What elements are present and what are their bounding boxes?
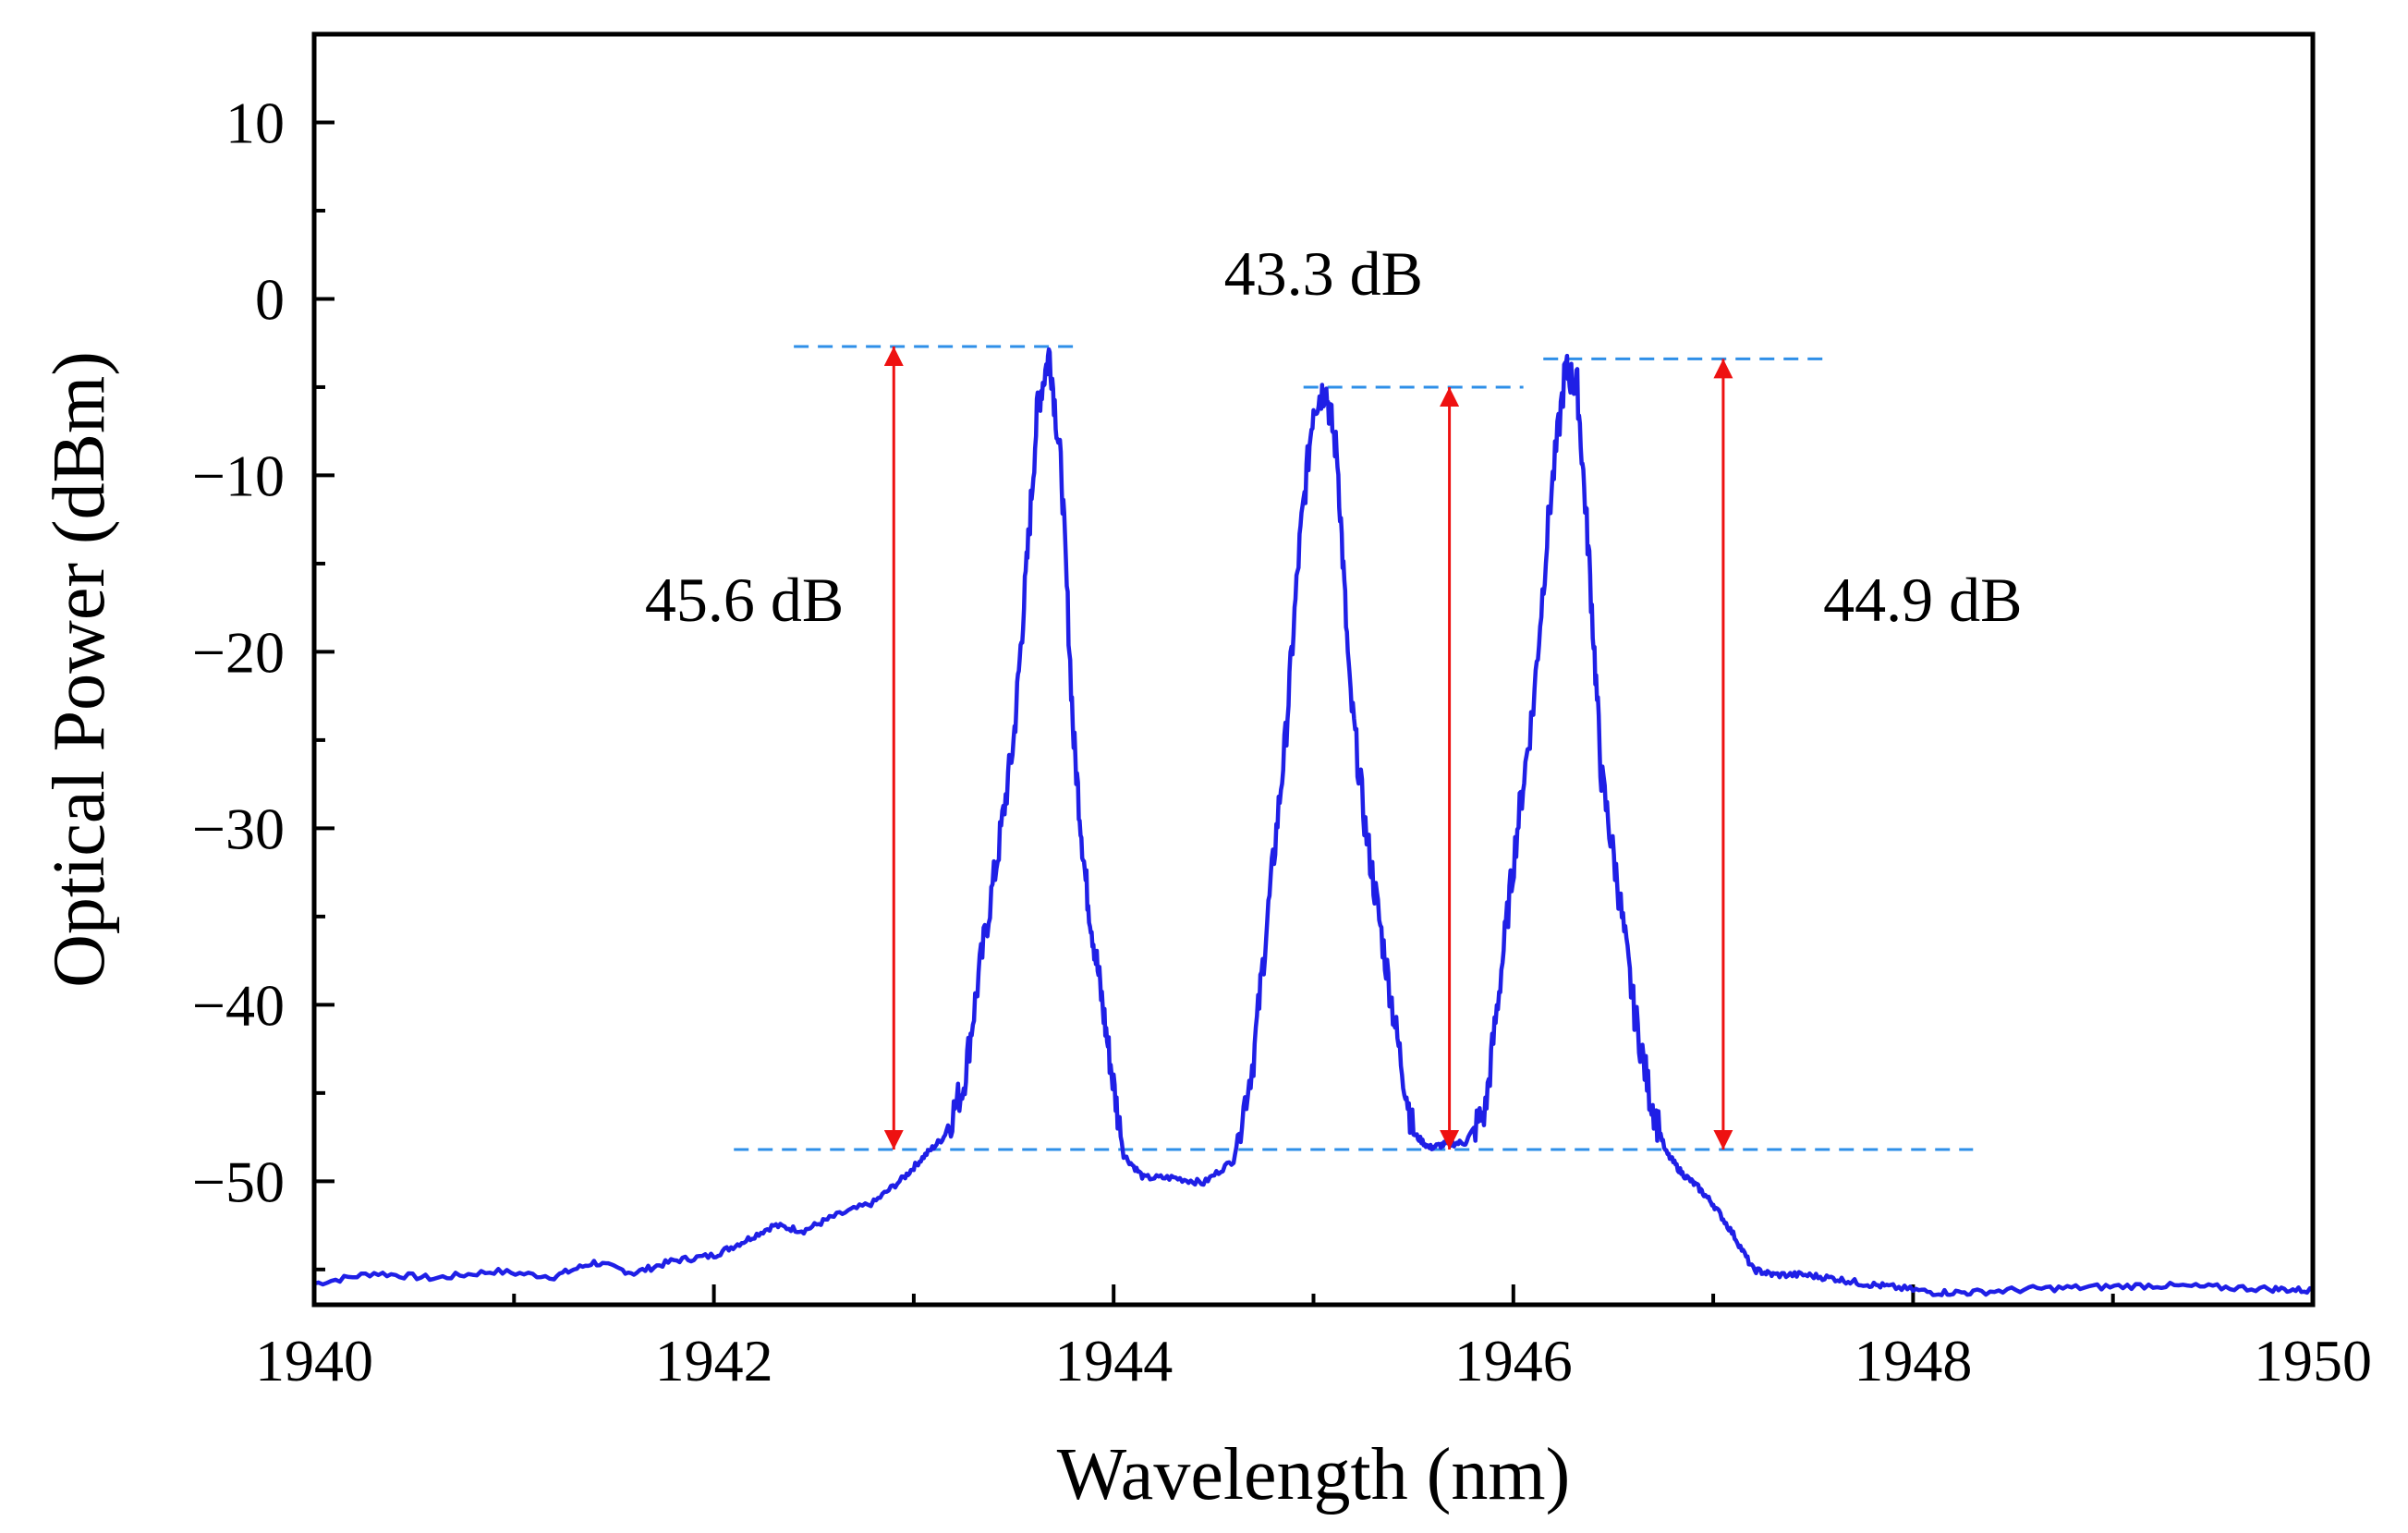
y-tick-label: −50 bbox=[192, 1149, 285, 1214]
x-tick-label: 1942 bbox=[655, 1328, 773, 1393]
annotation-label: 44.9 dB bbox=[1823, 565, 2022, 635]
plot-frame bbox=[311, 31, 2316, 1308]
annotation-label: 45.6 dB bbox=[645, 565, 844, 635]
y-tick-label: 0 bbox=[255, 266, 285, 332]
x-tick-label: 1944 bbox=[1054, 1328, 1173, 1393]
y-tick-label: −10 bbox=[192, 443, 285, 508]
x-axis-title: Wavelength (nm) bbox=[1057, 1434, 1571, 1515]
y-axis-title: Optical Power (dBm) bbox=[39, 351, 120, 988]
annotation-label: 43.3 dB bbox=[1224, 238, 1423, 309]
x-tick-label: 1940 bbox=[255, 1328, 373, 1393]
x-tick-label: 1946 bbox=[1454, 1328, 1573, 1393]
y-tick-label: −30 bbox=[192, 796, 285, 861]
y-tick-label: 10 bbox=[225, 90, 285, 155]
y-tick-label: −40 bbox=[192, 972, 285, 1038]
series-line-spectrum bbox=[314, 347, 2313, 1297]
x-tick-label: 1950 bbox=[2254, 1328, 2372, 1393]
x-tick-label: 1948 bbox=[1854, 1328, 1972, 1393]
y-tick-label: −20 bbox=[192, 619, 285, 685]
series-group bbox=[314, 347, 2313, 1297]
